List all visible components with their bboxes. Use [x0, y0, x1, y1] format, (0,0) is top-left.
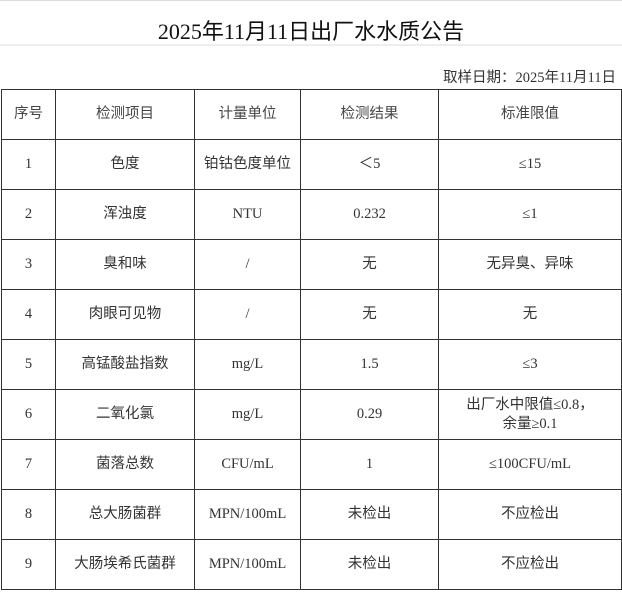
- cell-no: 2: [1, 189, 56, 240]
- cell-limit: ≤3: [438, 339, 622, 390]
- header-unit: 计量单位: [194, 89, 301, 140]
- title-divider: [0, 44, 622, 46]
- cell-item: 色度: [55, 139, 195, 190]
- table-row: 9 大肠埃希氏菌群 MPN/100mL 未检出 不应检出: [1, 539, 622, 590]
- table-header-row: 序号 检测项目 计量单位 检测结果 标准限值: [1, 89, 622, 140]
- cell-item: 二氧化氯: [55, 389, 195, 440]
- cell-result: 1.5: [300, 339, 439, 390]
- cell-result: 未检出: [300, 539, 439, 590]
- table-row: 8 总大肠菌群 MPN/100mL 未检出 不应检出: [1, 489, 622, 540]
- cell-unit: mg/L: [194, 339, 301, 390]
- cell-no: 7: [1, 439, 56, 490]
- header-limit: 标准限值: [438, 89, 622, 140]
- cell-limit: 出厂水中限值≤0.8， 余量≥0.1: [438, 389, 622, 440]
- cell-no: 4: [1, 289, 56, 340]
- top-border: [0, 0, 622, 1]
- cell-unit: NTU: [194, 189, 301, 240]
- cell-item: 臭和味: [55, 239, 195, 290]
- table-row: 1 色度 铂钴色度单位 ＜5 ≤15: [1, 139, 622, 190]
- cell-limit: 不应检出: [438, 539, 622, 590]
- header-no: 序号: [1, 89, 56, 140]
- cell-unit: MPN/100mL: [194, 489, 301, 540]
- sample-date: 取样日期：2025年11月11日: [443, 70, 616, 86]
- header-item: 检测项目: [55, 89, 195, 140]
- cell-result: 未检出: [300, 489, 439, 540]
- cell-unit: MPN/100mL: [194, 539, 301, 590]
- cell-item: 大肠埃希氏菌群: [55, 539, 195, 590]
- cell-item: 浑浊度: [55, 189, 195, 240]
- cell-limit: 不应检出: [438, 489, 622, 540]
- page-title: 2025年11月11日出厂水水质公告: [157, 19, 465, 44]
- cell-limit-line1: 出厂水中限值≤0.8，: [466, 396, 594, 413]
- cell-unit: mg/L: [194, 389, 301, 440]
- cell-no: 3: [1, 239, 56, 290]
- table-row: 4 肉眼可见物 / 无无: [1, 289, 622, 340]
- cell-unit: 铂钴色度单位: [194, 139, 301, 190]
- cell-unit: /: [194, 239, 301, 290]
- cell-result: 1: [300, 439, 439, 490]
- table-row: 3 臭和味 / 无无异臭、异味: [1, 239, 622, 290]
- cell-no: 8: [1, 489, 56, 540]
- cell-limit: ≤100CFU/mL: [438, 439, 622, 490]
- header-result: 检测结果: [300, 89, 439, 140]
- cell-no: 5: [1, 339, 56, 390]
- water-quality-table: 序号 检测项目 计量单位 检测结果 标准限值 1 色度 铂钴色度单位 ＜5 ≤15 2 浑浊…: [1, 89, 622, 590]
- cell-result: 0.29: [300, 389, 439, 440]
- cell-item: 高锰酸盐指数: [55, 339, 195, 390]
- cell-unit: CFU/mL: [194, 439, 301, 490]
- cell-no: 6: [1, 389, 56, 440]
- cell-result: 无: [300, 239, 439, 290]
- table-row: 2 浑浊度 NTU 0.232 ≤1: [1, 189, 622, 240]
- cell-limit: ≤15: [438, 139, 622, 190]
- cell-item: 菌落总数: [55, 439, 195, 490]
- cell-limit: 无: [438, 289, 622, 340]
- cell-unit: /: [194, 289, 301, 340]
- cell-result: 0.232: [300, 189, 439, 240]
- cell-item: 肉眼可见物: [55, 289, 195, 340]
- cell-item: 总大肠菌群: [55, 489, 195, 540]
- cell-no: 1: [1, 139, 56, 190]
- cell-result: ＜5: [300, 139, 439, 190]
- table-row: 6 二氧化氯 mg/L 0.29 出厂水中限值≤0.8， 余量≥0.1: [1, 389, 622, 440]
- table-row: 7 菌落总数 CFU/mL 1 ≤100CFU/mL: [1, 439, 622, 490]
- cell-limit-line2: 余量≥0.1: [502, 415, 558, 432]
- cell-result: 无: [300, 289, 439, 340]
- cell-limit: 无异臭、异味: [438, 239, 622, 290]
- cell-limit: ≤1: [438, 189, 622, 240]
- table-row: 5 高锰酸盐指数 mg/L 1.5 ≤3: [1, 339, 622, 390]
- cell-no: 9: [1, 539, 56, 590]
